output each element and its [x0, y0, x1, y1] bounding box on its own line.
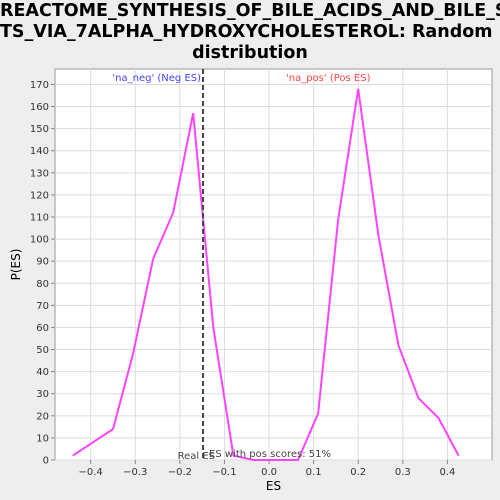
y-tick-label: 10	[36, 433, 49, 444]
y-tick-label: 50	[36, 345, 49, 356]
y-tick-label: 60	[36, 323, 49, 334]
x-tick-label: −0.1	[212, 467, 236, 478]
x-tick-label: −0.3	[123, 467, 147, 478]
plot-area	[54, 68, 493, 461]
y-tick-label: 70	[36, 301, 49, 312]
y-tick-label: 100	[30, 235, 49, 246]
real-es-label: Real ES	[178, 451, 215, 462]
y-axis-ticks: 0 10 20 30 40 50 60 70 80 90 100 110 120 130 140 150 160…	[30, 80, 55, 467]
y-tick-label: 20	[36, 411, 49, 422]
y-tick-label: 130	[30, 168, 49, 179]
y-tick-label: 80	[36, 279, 49, 290]
x-axis-label: ES	[266, 479, 281, 493]
x-tick-label: −0.2	[168, 467, 192, 478]
chart-title-line-3: distribution	[192, 43, 308, 63]
y-tick-label: 30	[36, 389, 49, 400]
x-tick-label: 0.1	[306, 467, 322, 478]
y-tick-label: 110	[30, 213, 49, 224]
x-axis-ticks: −0.4 −0.3 −0.2 −0.1 0.0 0.1 0.2 0.3 0.4	[79, 460, 455, 478]
y-axis-label: P(ES)	[9, 249, 23, 281]
y-tick-label: 150	[30, 124, 49, 135]
y-tick-label: 0	[43, 456, 49, 467]
neg-es-label: 'na_neg' (Neg ES)	[112, 73, 201, 84]
chart-title: REACTOME_SYNTHESIS_OF_BILE_ACIDS_AND_BIL…	[0, 1, 500, 64]
pos-scores-label: ES with pos scores: 51%	[209, 449, 331, 460]
y-tick-label: 90	[36, 257, 49, 268]
x-tick-label: 0.3	[395, 467, 411, 478]
y-tick-label: 120	[30, 190, 49, 201]
chart-title-line-1: REACTOME_SYNTHESIS_OF_BILE_ACIDS_AND_BIL…	[0, 1, 500, 21]
x-tick-label: 0.4	[439, 467, 455, 478]
chart-title-line-2: TS_VIA_7ALPHA_HYDROXYCHOLESTEROL: Random…	[0, 22, 500, 42]
y-tick-label: 170	[30, 80, 49, 91]
y-tick-label: 140	[30, 146, 49, 157]
x-tick-label: 0.2	[350, 467, 366, 478]
y-tick-label: 160	[30, 102, 49, 113]
x-tick-label: 0.0	[261, 467, 277, 478]
x-tick-label: −0.4	[79, 467, 103, 478]
y-tick-label: 40	[36, 367, 49, 378]
pos-es-label: 'na_pos' (Pos ES)	[286, 73, 371, 84]
es-distribution-curve	[72, 88, 460, 461]
